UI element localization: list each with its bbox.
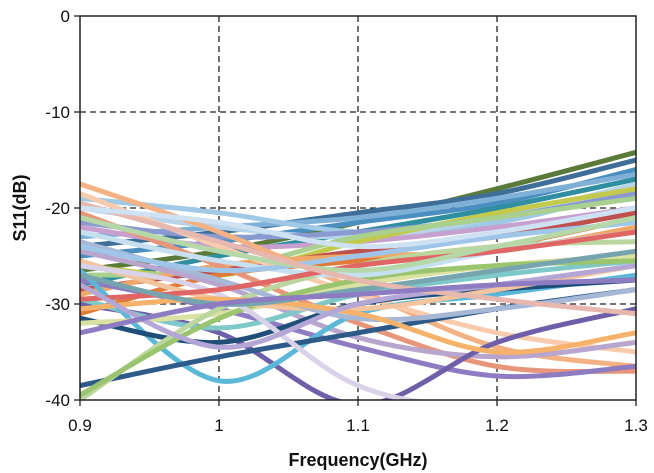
y-tick-label: -40: [45, 391, 70, 410]
y-tick-label: 0: [61, 7, 70, 26]
y-axis-title: S11(dB): [10, 174, 30, 241]
x-tick-label: 1.3: [624, 416, 648, 435]
x-tick-label: 1.2: [485, 416, 509, 435]
y-tick-label: -30: [45, 295, 70, 314]
y-axis-ticks: 0 -10 -20 -30 -40: [45, 7, 80, 410]
x-tick-label: 1: [214, 416, 223, 435]
y-tick-label: -10: [45, 103, 70, 122]
x-tick-label: 0.9: [68, 416, 92, 435]
y-tick-label: -20: [45, 199, 70, 218]
x-tick-label: 1.1: [346, 416, 370, 435]
x-axis-title: Frequency(GHz): [288, 450, 427, 470]
x-axis-ticks: 0.9 1 1.1 1.2 1.3: [68, 400, 648, 435]
